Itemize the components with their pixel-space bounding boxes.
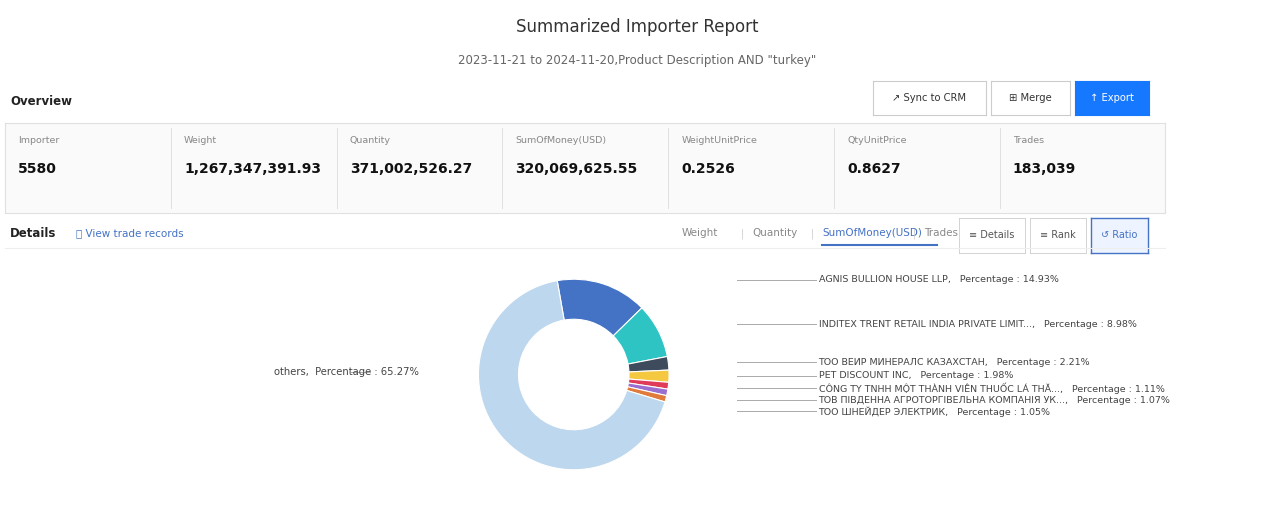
Text: 2023-11-21 to 2024-11-20,Product Description AND "turkey": 2023-11-21 to 2024-11-20,Product Descrip… <box>459 54 816 67</box>
Text: Trades: Trades <box>1012 136 1044 145</box>
Text: Quantity: Quantity <box>752 228 797 239</box>
Text: ⊞ Merge: ⊞ Merge <box>1009 93 1052 103</box>
Text: SumOfMoney(USD): SumOfMoney(USD) <box>515 136 607 145</box>
Text: CÔNG TY TNHH MỘT THÀNH VIÊN THUỐC LÁ THĂ...,   Percentage : 1.11%: CÔNG TY TNHH MỘT THÀNH VIÊN THUỐC LÁ THĂ… <box>819 383 1164 394</box>
Text: Overview: Overview <box>10 95 73 108</box>
Text: 1,267,347,391.93: 1,267,347,391.93 <box>184 162 321 175</box>
Wedge shape <box>629 370 669 382</box>
Text: Details: Details <box>10 227 56 240</box>
Text: Weight: Weight <box>184 136 217 145</box>
Text: ≡ Details: ≡ Details <box>969 230 1015 241</box>
Text: 371,002,526.27: 371,002,526.27 <box>349 162 472 175</box>
Wedge shape <box>627 383 668 396</box>
Text: PET DISCOUNT INC,   Percentage : 1.98%: PET DISCOUNT INC, Percentage : 1.98% <box>819 371 1012 380</box>
Text: |: | <box>913 228 915 239</box>
Wedge shape <box>613 308 667 364</box>
Text: 183,039: 183,039 <box>1012 162 1076 175</box>
Text: QtyUnitPrice: QtyUnitPrice <box>847 136 907 145</box>
Text: ≡ Rank: ≡ Rank <box>1040 230 1076 241</box>
Text: Summarized Importer Report: Summarized Importer Report <box>516 18 759 36</box>
Text: ↺ Ratio: ↺ Ratio <box>1102 230 1137 241</box>
Text: ТОВ ПІВДЕННА АГРОТОРГІВЕЛЬНА КОМПАНІЯ УК...,   Percentage : 1.07%: ТОВ ПІВДЕННА АГРОТОРГІВЕЛЬНА КОМПАНІЯ УК… <box>819 396 1170 405</box>
Text: |: | <box>741 228 743 239</box>
Text: ↑ Export: ↑ Export <box>1090 93 1133 103</box>
Text: SumOfMoney(USD): SumOfMoney(USD) <box>822 228 922 239</box>
Text: 320,069,625.55: 320,069,625.55 <box>515 162 638 175</box>
Text: AGNIS BULLION HOUSE LLP,   Percentage : 14.93%: AGNIS BULLION HOUSE LLP, Percentage : 14… <box>819 275 1058 284</box>
Text: |: | <box>811 228 813 239</box>
Text: ТОО ШНЕЙДЕР ЭЛЕКТРИК,   Percentage : 1.05%: ТОО ШНЕЙДЕР ЭЛЕКТРИК, Percentage : 1.05% <box>819 406 1051 417</box>
Text: WeightUnitPrice: WeightUnitPrice <box>681 136 757 145</box>
Text: others,  Percentage : 65.27%: others, Percentage : 65.27% <box>274 367 419 377</box>
Wedge shape <box>557 279 641 336</box>
Text: 📄 View trade records: 📄 View trade records <box>76 228 184 239</box>
Wedge shape <box>629 379 668 389</box>
Text: ТОО ВЕИР МИНЕРАЛС КАЗАХСТАН,   Percentage : 2.21%: ТОО ВЕИР МИНЕРАЛС КАЗАХСТАН, Percentage … <box>819 358 1090 367</box>
Text: ↗ Sync to CRM: ↗ Sync to CRM <box>892 93 966 103</box>
Wedge shape <box>626 387 667 402</box>
Text: 0.8627: 0.8627 <box>847 162 900 175</box>
Text: Importer: Importer <box>18 136 60 145</box>
Text: Quantity: Quantity <box>349 136 391 145</box>
Text: 5580: 5580 <box>18 162 57 175</box>
Wedge shape <box>629 357 669 372</box>
Text: Weight: Weight <box>682 228 719 239</box>
Text: 0.2526: 0.2526 <box>681 162 736 175</box>
Wedge shape <box>478 281 666 470</box>
Text: INDITEX TRENT RETAIL INDIA PRIVATE LIMIT...,   Percentage : 8.98%: INDITEX TRENT RETAIL INDIA PRIVATE LIMIT… <box>819 320 1136 329</box>
Text: Trades: Trades <box>924 228 959 239</box>
